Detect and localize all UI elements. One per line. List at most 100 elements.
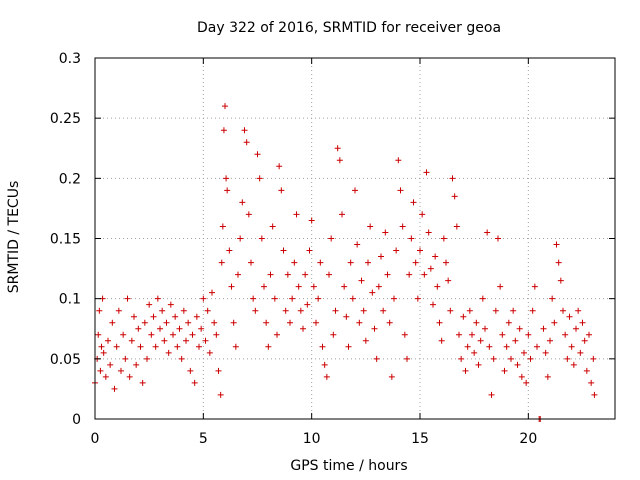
data-point <box>287 319 293 326</box>
data-point <box>588 379 595 386</box>
data-point <box>393 247 400 254</box>
data-point <box>412 259 419 266</box>
data-point <box>150 313 157 320</box>
data-point <box>339 211 345 218</box>
data-point <box>226 247 233 254</box>
data-point <box>319 343 326 350</box>
data-point <box>540 325 547 332</box>
data-point <box>170 331 176 338</box>
data-point <box>291 259 298 266</box>
data-point <box>213 331 220 338</box>
data-point <box>408 235 415 242</box>
data-point <box>165 349 172 356</box>
data-point <box>128 337 135 344</box>
y-axis: 0 0.05 0.1 0.15 0.2 0.25 0.3 <box>50 51 615 428</box>
data-point <box>523 379 530 386</box>
data-point <box>560 307 566 314</box>
data-point <box>218 259 225 266</box>
data-point <box>425 229 432 236</box>
data-point <box>133 361 140 368</box>
data-point <box>159 307 166 314</box>
data-point <box>98 343 105 350</box>
data-point <box>460 313 467 320</box>
data-point <box>163 319 170 326</box>
data-point <box>100 349 107 356</box>
data-point <box>365 259 371 266</box>
data-point <box>256 175 263 182</box>
data-point <box>551 319 558 326</box>
data-point <box>423 169 430 176</box>
data-point <box>144 355 150 362</box>
data-point <box>475 361 482 368</box>
data-point <box>434 283 441 290</box>
data-point <box>586 331 592 338</box>
data-point <box>271 295 278 302</box>
data-point <box>174 343 181 350</box>
data-point <box>267 271 274 278</box>
data-point <box>304 301 311 308</box>
data-point <box>505 319 512 326</box>
data-point <box>326 271 332 278</box>
data-point <box>471 349 478 356</box>
data-point <box>191 379 198 386</box>
data-point <box>289 295 296 302</box>
data-point <box>135 325 142 332</box>
data-point <box>124 295 131 302</box>
data-point <box>579 319 586 326</box>
x-axis-label: GPS time / hours <box>290 458 407 474</box>
data-point <box>391 295 397 302</box>
y-tick-label: 0 <box>72 412 81 428</box>
data-point <box>421 271 428 278</box>
data-point <box>141 319 148 326</box>
data-point <box>139 379 146 386</box>
data-point <box>427 265 434 272</box>
data-point <box>384 271 391 278</box>
data-point <box>521 349 527 356</box>
data-point <box>570 361 577 368</box>
data-point <box>414 295 421 302</box>
data-point <box>369 289 376 296</box>
data-point <box>269 223 276 230</box>
x-tick-label: 10 <box>303 431 321 447</box>
data-point <box>284 271 291 278</box>
data-point <box>516 325 523 332</box>
data-point <box>223 175 230 182</box>
data-point <box>438 337 445 344</box>
data-point <box>137 343 144 350</box>
data-point <box>206 349 213 356</box>
chart-title: Day 322 of 2016, SRMTID for receiver geo… <box>197 20 501 36</box>
data-point <box>172 313 179 320</box>
y-tick-label: 0.2 <box>59 171 81 187</box>
data-point <box>217 391 224 398</box>
data-point <box>591 391 598 398</box>
data-point <box>490 355 497 362</box>
data-point <box>380 307 387 314</box>
x-tick-label: 15 <box>411 431 429 447</box>
data-point <box>590 355 597 362</box>
data-point <box>447 307 454 314</box>
data-point <box>274 331 280 338</box>
data-point <box>280 247 287 254</box>
data-point <box>300 325 306 332</box>
data-point <box>334 145 341 152</box>
data-point <box>118 367 124 374</box>
data-point <box>167 301 174 308</box>
data-point <box>553 241 560 248</box>
data-point <box>349 295 356 302</box>
data-points <box>92 103 598 422</box>
data-point <box>252 307 259 314</box>
data-point <box>248 259 254 266</box>
data-point <box>241 127 248 134</box>
y-axis-label: SRMTID / TECUs <box>6 181 22 294</box>
data-point <box>302 271 309 278</box>
data-point <box>343 313 350 320</box>
data-point <box>122 355 129 362</box>
data-point <box>583 367 590 374</box>
data-point <box>105 337 111 344</box>
data-point <box>219 223 226 230</box>
data-point <box>432 253 439 260</box>
data-point <box>245 211 252 218</box>
data-point <box>358 277 365 284</box>
x-tick-label: 5 <box>199 431 208 447</box>
data-point <box>183 337 189 344</box>
